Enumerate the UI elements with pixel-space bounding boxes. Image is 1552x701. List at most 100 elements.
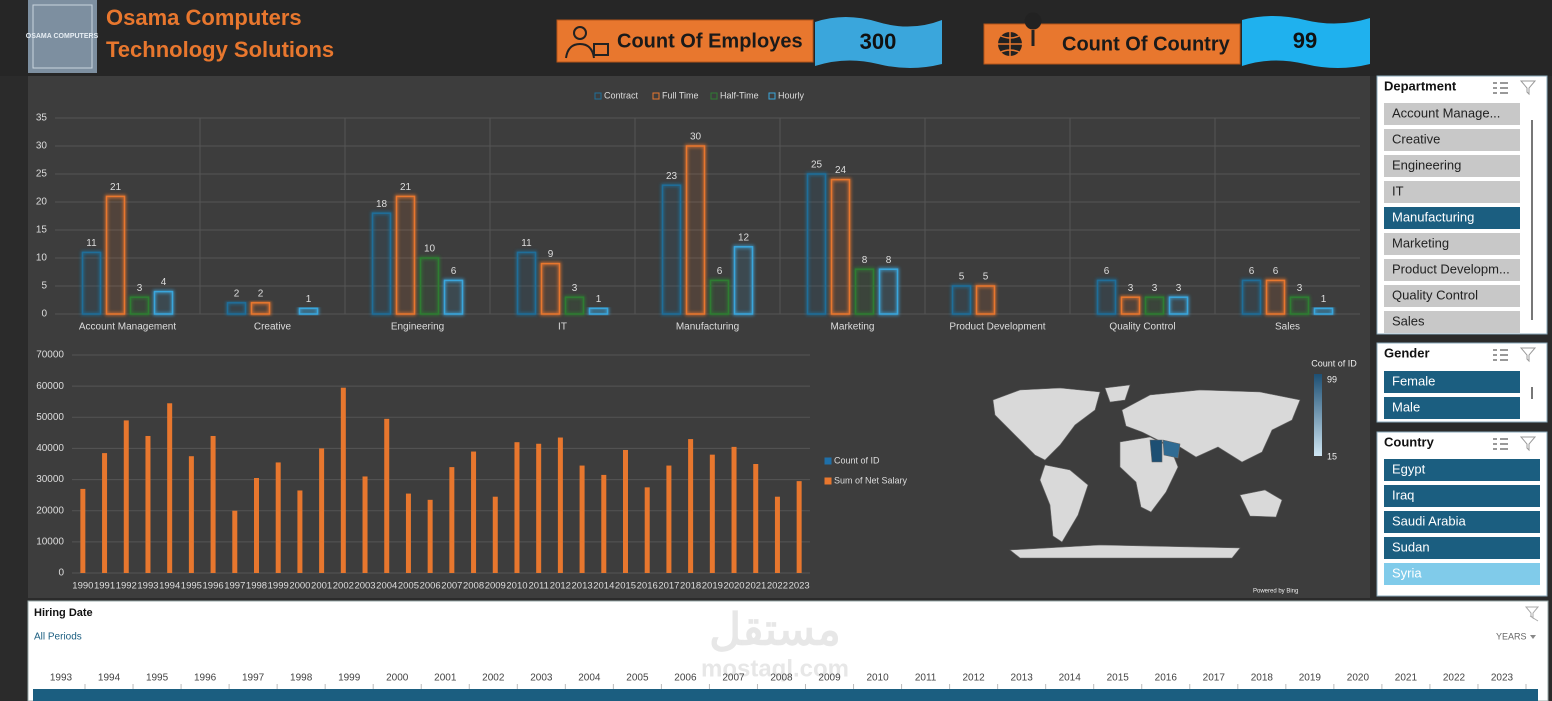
legend-label: Full Time [662, 90, 699, 100]
y-tick-label: 0 [41, 309, 47, 320]
x-tick-label: Marketing [831, 322, 875, 333]
slicer-item-label: Egypt [1392, 461, 1426, 476]
bar [709, 454, 715, 573]
bar [210, 435, 216, 573]
slicer-item[interactable] [1384, 181, 1520, 203]
data-label: 3 [137, 283, 143, 294]
x-tick-label: 2003 [354, 581, 375, 592]
x-tick-label: 2022 [767, 581, 788, 592]
x-tick-label: 2023 [789, 581, 810, 592]
timeline-year: 2021 [1395, 673, 1418, 684]
bar [731, 446, 737, 573]
timeline-year: 2010 [866, 673, 889, 684]
clear-filter-icon[interactable] [1524, 606, 1540, 622]
x-tick-label: 2000 [289, 581, 310, 592]
data-label: 9 [548, 249, 554, 260]
bar [709, 279, 730, 315]
bar [830, 178, 851, 315]
slicer-item[interactable] [1384, 207, 1520, 229]
bar [105, 195, 126, 315]
clear-filter-icon[interactable] [1519, 347, 1537, 363]
slicer-item[interactable] [1384, 459, 1540, 481]
bar [753, 464, 759, 573]
kpi-value-box [815, 17, 942, 68]
legend-swatch [768, 92, 776, 100]
slicer-item[interactable] [1384, 129, 1520, 151]
multi-select-icon[interactable] [1493, 349, 1508, 361]
x-tick-label: 1997 [224, 581, 245, 592]
slicer-item[interactable] [1384, 397, 1520, 419]
slicer-item[interactable] [1384, 311, 1520, 333]
slicer-item-label: Quality Control [1392, 287, 1478, 302]
bar [250, 302, 271, 315]
y-tick-label: 70000 [36, 350, 64, 361]
data-label: 2 [258, 288, 264, 299]
slicer-item[interactable] [1384, 485, 1540, 507]
timeline-year: 2006 [674, 673, 697, 684]
timeline-year: 2017 [1203, 673, 1226, 684]
bar [145, 435, 151, 573]
x-tick-label: Manufacturing [676, 322, 739, 333]
x-tick-label: 1996 [203, 581, 224, 592]
bar [1241, 279, 1262, 315]
slicer-item[interactable] [1384, 103, 1520, 125]
multi-select-icon[interactable] [1493, 438, 1508, 450]
x-tick-label: Sales [1275, 322, 1300, 333]
x-tick-label: 2002 [333, 581, 354, 592]
x-tick-label: 2006 [420, 581, 441, 592]
bar [362, 476, 368, 573]
bar [688, 439, 694, 573]
clear-filter-icon[interactable] [1519, 436, 1537, 452]
data-label: 1 [1321, 294, 1327, 305]
title-line2: Technology Solutions [106, 37, 334, 62]
y-tick-label: 10000 [36, 536, 64, 547]
slicer-item[interactable] [1384, 371, 1520, 393]
multi-select-icon[interactable] [1493, 82, 1508, 94]
slicer-item-label: Creative [1392, 131, 1440, 146]
bar [405, 493, 411, 573]
timeline-year: 2001 [434, 673, 457, 684]
data-label: 1 [306, 294, 312, 305]
logo-text: OSAMA COMPUTERS [26, 33, 99, 40]
clear-filter-icon[interactable] [1519, 80, 1537, 96]
x-tick-label: 2015 [615, 581, 636, 592]
bar [395, 195, 416, 315]
bar [81, 251, 102, 315]
timeline-bar[interactable] [33, 689, 1538, 701]
timeline-year: 2002 [482, 673, 505, 684]
data-label: 24 [835, 165, 847, 176]
slicer-item[interactable] [1384, 259, 1520, 281]
data-label: 25 [811, 160, 823, 171]
timeline-year: 2014 [1059, 673, 1082, 684]
bar [129, 296, 150, 315]
legend-label: Contract [604, 90, 639, 100]
scrollbar[interactable] [1531, 387, 1533, 399]
slicer-item-label: Manufacturing [1392, 209, 1474, 224]
bar [167, 403, 173, 573]
x-tick-label: 2020 [723, 581, 744, 592]
timeline-year: 2000 [386, 673, 409, 684]
scrollbar[interactable] [1531, 120, 1533, 320]
x-tick-label: 2012 [550, 581, 571, 592]
bar [254, 478, 259, 573]
slicer-item[interactable] [1384, 537, 1540, 559]
slicer-item[interactable] [1384, 155, 1520, 177]
bar [540, 262, 561, 315]
slicer-item[interactable] [1384, 511, 1540, 533]
map-legend-title: Count of ID [1311, 358, 1357, 368]
bar [232, 510, 238, 573]
slicer-item[interactable] [1384, 233, 1520, 255]
y-tick-label: 10 [36, 253, 48, 264]
dropdown-arrow[interactable] [1530, 635, 1536, 639]
data-label: 11 [86, 238, 97, 249]
slicer-item[interactable] [1384, 563, 1540, 585]
timeline-unit: YEARS [1496, 631, 1527, 641]
timeline-year: 2022 [1443, 673, 1466, 684]
slicer-item-label: Male [1392, 399, 1420, 414]
y-tick-label: 20000 [36, 505, 64, 516]
kpi-value: 300 [860, 29, 897, 54]
y-tick-label: 15 [36, 225, 48, 236]
data-label: 3 [1297, 283, 1303, 294]
slicer-item[interactable] [1384, 285, 1520, 307]
bar [298, 307, 319, 315]
